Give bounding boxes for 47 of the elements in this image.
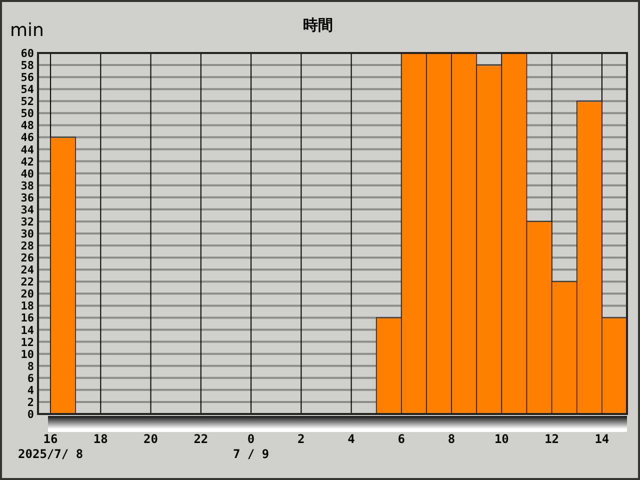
y-tick-label: 12 [20, 336, 34, 349]
y-tick-label: 0 [27, 408, 34, 421]
x-tick-label: 16 [43, 432, 58, 446]
y-tick-label: 52 [20, 95, 34, 108]
y-tick-label: 16 [20, 312, 34, 325]
y-tick-label: 6 [27, 372, 34, 385]
y-tick-label: 46 [20, 131, 34, 144]
y-tick-label: 8 [27, 360, 34, 373]
y-tick-label: 54 [20, 83, 34, 96]
x-tick-label: 12 [544, 432, 560, 446]
y-tick-label: 24 [20, 264, 34, 277]
x-tick-label: 10 [494, 432, 509, 446]
x-tick-label: 4 [348, 432, 355, 446]
x-tick-label: 18 [93, 432, 108, 446]
y-tick-label: 40 [20, 167, 34, 180]
x-tick-label: 6 [398, 432, 406, 446]
text: 7 / 9 [232, 447, 270, 461]
y-tick-label: 22 [20, 276, 34, 289]
y-axis-title: min [10, 20, 44, 41]
y-tick-label: 60 [20, 47, 34, 60]
y-tick-label: 2 [27, 396, 34, 409]
y-tick-label: 14 [20, 324, 34, 337]
y-tick-label: 58 [20, 59, 34, 72]
y-tick-label: 44 [20, 143, 34, 156]
y-tick-label: 38 [20, 179, 34, 192]
text: 2025/7/ 8 [18, 447, 84, 461]
y-tick-label: 30 [20, 228, 34, 240]
y-tick-label: 26 [20, 252, 34, 265]
y-tick-label: 10 [20, 348, 34, 361]
x-tick-label: 0 [247, 432, 255, 446]
x-tick-label: 2 [298, 432, 305, 446]
y-tick-label: 20 [20, 288, 34, 301]
y-tick-label: 18 [20, 300, 34, 313]
x-tick-label: 22 [194, 432, 208, 446]
y-tick-label: 56 [20, 71, 34, 84]
y-tick-label: 42 [20, 155, 34, 168]
y-tick-label: 48 [20, 119, 34, 132]
y-tick-label: 50 [20, 107, 34, 120]
x-tick-label: 14 [594, 432, 610, 446]
y-tick-label: 4 [27, 384, 34, 397]
x-tick-label: 8 [448, 432, 456, 446]
x-tick-label: 20 [144, 432, 158, 446]
y-tick-label: 32 [20, 215, 34, 228]
y-tick-label: 34 [20, 203, 34, 216]
y-tick-label: 28 [20, 240, 34, 253]
chart-title: 時間 [303, 17, 333, 34]
y-tick-label: 36 [20, 191, 34, 204]
